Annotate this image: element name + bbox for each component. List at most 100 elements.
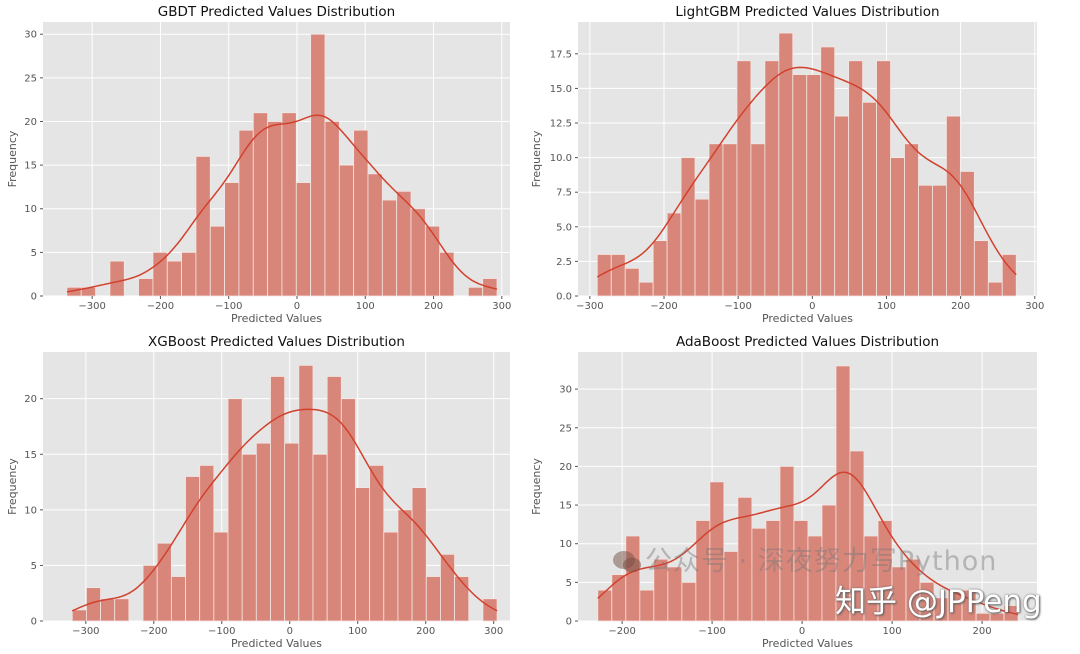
histogram-bar <box>959 171 975 297</box>
x-tick-label: −100 <box>215 301 242 312</box>
x-tick-label: 100 <box>356 301 375 312</box>
kde-curve <box>596 66 1017 278</box>
y-tick-label: 25 <box>559 423 572 434</box>
x-tick-label: 300 <box>492 301 511 312</box>
histogram-bar <box>862 101 877 297</box>
histogram-bar <box>932 184 947 297</box>
histogram-bar <box>281 112 297 297</box>
histogram-bar <box>876 60 891 297</box>
histogram-bar <box>891 566 907 622</box>
histogram-bar <box>410 208 426 297</box>
histogram-bar <box>312 453 328 622</box>
y-tick-label: 10 <box>559 539 572 550</box>
histogram-bar <box>667 566 683 622</box>
histogram-bar <box>369 464 385 622</box>
histogram-bar <box>355 487 371 622</box>
histogram-bar <box>961 589 977 622</box>
y-tick-label: 15.0 <box>550 84 572 95</box>
histogram-bar <box>975 612 991 622</box>
y-tick-label: 15 <box>24 161 37 172</box>
histogram-bar <box>170 576 186 622</box>
histogram-bar <box>835 365 851 622</box>
histogram-bar <box>213 531 229 622</box>
histogram-bar <box>933 597 949 622</box>
chart-title: AdaBoost Predicted Values Distribution <box>676 334 939 350</box>
histogram-bar <box>227 398 243 622</box>
y-tick-label: 10 <box>24 505 37 516</box>
histogram-bar <box>792 74 808 297</box>
histogram-bar <box>793 520 809 622</box>
x-axis-label: Predicted Values <box>231 637 322 650</box>
y-tick-label: 30 <box>24 30 37 41</box>
chart-title: XGBoost Predicted Values Distribution <box>148 334 405 350</box>
histogram-bar <box>195 155 211 297</box>
histogram-bar <box>255 442 271 622</box>
y-tick-label: 20 <box>24 117 37 128</box>
histogram-bar <box>849 450 865 622</box>
y-tick-label: 5.0 <box>556 222 572 233</box>
histogram-bar <box>918 184 933 297</box>
x-tick-label: −300 <box>78 301 105 312</box>
histogram-bar <box>425 576 441 622</box>
histogram-bar <box>284 442 300 622</box>
histogram-bar <box>680 157 696 297</box>
histogram-bar <box>694 198 710 297</box>
histogram-bar <box>100 598 116 622</box>
histogram-bar <box>708 143 724 297</box>
y-tick-label: 0.0 <box>556 292 572 303</box>
histogram-bar <box>919 581 935 622</box>
histogram-bar <box>338 164 355 297</box>
y-tick-label: 0 <box>31 292 37 303</box>
histogram-bar <box>381 199 398 297</box>
y-tick-label: 2.5 <box>556 257 572 268</box>
histogram-bar <box>973 240 989 297</box>
histogram-bar <box>114 598 130 622</box>
histogram-bar <box>723 551 739 622</box>
subplot-0: −300 −200 −100 0 100 200 300 0 5 10 15 20 25 30 GBDT P… <box>6 4 511 325</box>
histogram-bar <box>638 281 654 297</box>
histogram-bar <box>946 115 961 297</box>
y-tick-label: 10.0 <box>550 153 572 164</box>
x-axis-label: Predicted Values <box>762 637 853 650</box>
histogram-bar <box>807 535 823 622</box>
histogram-bar <box>424 225 441 297</box>
y-tick-label: 10 <box>24 204 37 215</box>
y-tick-label: 20 <box>24 394 37 405</box>
y-tick-label: 0 <box>566 617 572 628</box>
x-tick-label: 0 <box>287 626 293 637</box>
y-tick-label: 12.5 <box>550 119 572 130</box>
histogram-bar <box>877 520 893 622</box>
y-tick-label: 25 <box>24 73 37 84</box>
chart-title: LightGBM Predicted Values Distribution <box>675 4 939 20</box>
histogram-bar <box>681 581 697 622</box>
histogram-bar <box>152 251 168 297</box>
y-tick-label: 0 <box>31 617 37 628</box>
histogram-bar <box>611 574 627 622</box>
histogram-bar <box>324 121 340 297</box>
histogram-bar <box>383 531 399 622</box>
x-tick-label: 0 <box>294 301 300 312</box>
histogram-bar <box>736 60 752 297</box>
histogram-bar <box>848 60 864 297</box>
histogram-bar <box>138 278 154 297</box>
x-tick-label: 300 <box>484 626 503 637</box>
y-tick-label: 5 <box>31 248 37 259</box>
histogram-bar <box>779 466 795 622</box>
kde-curve <box>66 114 498 293</box>
y-axis-label: Frequency <box>6 458 19 515</box>
y-tick-label: 7.5 <box>556 188 572 199</box>
y-tick-label: 30 <box>559 385 572 396</box>
histogram-bar <box>639 589 655 622</box>
x-tick-label: 100 <box>883 626 902 637</box>
kde-curve <box>71 408 498 612</box>
histogram-bar <box>751 527 767 622</box>
wechat-icon <box>613 551 641 573</box>
x-tick-label: −300 <box>72 626 99 637</box>
histogram-bar <box>610 254 626 297</box>
x-tick-label: 200 <box>973 626 992 637</box>
subplot-2: −300 −200 −100 0 100 200 300 0 5 10 15 20 XGBoost Pr… <box>6 334 510 650</box>
y-tick-label: 15 <box>24 450 37 461</box>
histogram-bar <box>820 46 836 297</box>
y-axis-label: Frequency <box>6 130 19 187</box>
